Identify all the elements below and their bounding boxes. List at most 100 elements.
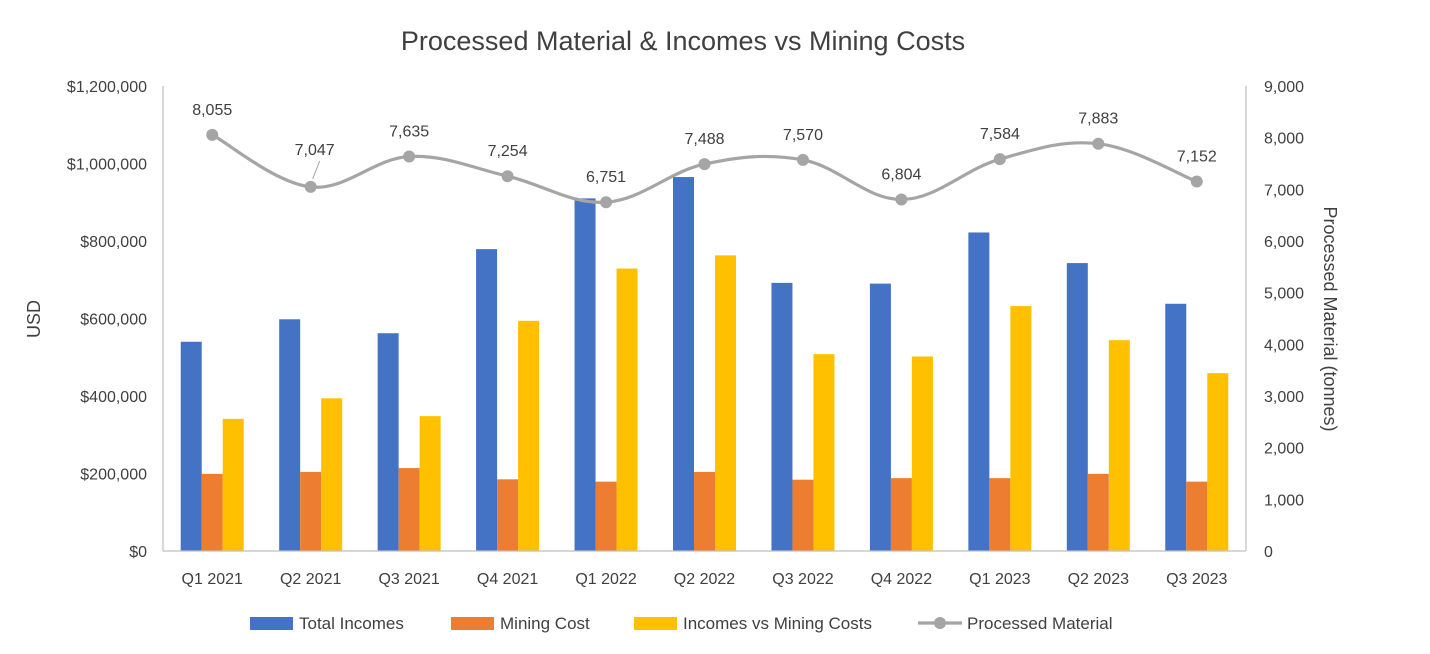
x-category-label: Q4 2022 [871,571,932,588]
bar-incomes-vs-mining-costs [321,398,343,551]
bar-total-incomes [574,198,596,551]
bar-mining-cost [497,479,519,551]
bar-incomes-vs-mining-costs [419,416,441,551]
processed-material-data-label: 6,751 [586,169,626,186]
bar-mining-cost [595,481,617,551]
processed-material-point [1190,175,1203,188]
x-category-label: Q1 2021 [182,571,243,588]
bar-incomes-vs-mining-costs [1108,340,1130,551]
processed-material-data-label: 7,635 [389,124,429,141]
bar-incomes-vs-mining-costs [518,320,540,551]
processed-material-line: 8,055 7,047 7,635 7,254 6,751 7,488 7,570 6,804… [192,102,1217,209]
y-right-tick-label: 4,000 [1264,337,1304,354]
x-category-label: Q3 2023 [1166,571,1227,588]
y-right-axis-title: Processed Material (tonnes) [1320,206,1340,431]
legend-label: Processed Material [967,614,1113,633]
processed-material-data-label: 7,152 [1177,148,1217,165]
bar-total-incomes [869,283,891,551]
bar-mining-cost [201,473,223,551]
processed-material-point [895,193,908,206]
bar-incomes-vs-mining-costs [911,356,933,551]
x-category-label: Q3 2022 [772,571,833,588]
y-left-axis-title: USD [24,300,44,338]
processed-material-data-label: 7,883 [1078,111,1118,128]
processed-material-data-label: 7,488 [684,131,724,148]
y-right-tick-label: 8,000 [1264,131,1304,148]
processed-material-point [1092,137,1105,150]
processed-material-point [993,153,1006,166]
bar-incomes-vs-mining-costs [616,268,638,551]
y-left-tick-label: $400,000 [80,389,147,406]
processed-material-point [206,128,219,141]
bar-incomes-vs-mining-costs [1010,306,1032,551]
legend-swatch [451,617,494,630]
bar-incomes-vs-mining-costs [222,418,244,551]
bar-total-incomes [673,177,694,551]
bar-incomes-vs-mining-costs [813,354,835,551]
bar-total-incomes [279,319,301,551]
y-left-tick-label: $600,000 [80,312,147,329]
x-category-labels: Q1 2021 Q2 2021 Q3 2021 Q4 2021 Q1 2022 Q2 20… [182,571,1228,588]
bar-mining-cost [890,478,912,551]
bar-mining-cost [1186,481,1208,551]
processed-material-point [304,180,317,193]
bar-total-incomes [968,232,990,551]
bar-total-incomes [1066,263,1088,551]
processed-material-point [698,158,711,171]
x-category-label: Q1 2023 [969,571,1030,588]
legend-swatch-marker [934,617,946,629]
processed-material-data-label: 7,584 [980,126,1020,143]
bar-total-incomes [1165,303,1187,551]
y-right-tick-label: 2,000 [1264,441,1304,458]
y-right-tick-label: 9,000 [1264,79,1304,96]
bar-mining-cost [300,471,322,551]
bar-mining-cost [989,478,1011,551]
y-right-tick-labels: 0 1,000 2,000 3,000 4,000 5,000 6,000 7,000 8,00… [1264,79,1304,561]
processed-material-data-label: 6,804 [881,166,921,183]
bar-mining-cost [1087,473,1109,551]
bar-total-incomes [771,282,793,551]
y-right-tick-label: 1,000 [1264,492,1304,509]
chart-title: Processed Material & Incomes vs Mining C… [401,26,965,56]
bar-mining-cost [792,479,814,551]
bar-total-incomes [476,249,498,551]
y-left-tick-labels: $0 $200,000 $400,000 $600,000 $800,000 $1,000… [67,79,147,561]
processed-material-data-label: 7,047 [295,142,335,159]
y-left-tick-label: $1,200,000 [67,79,147,96]
y-left-tick-label: $1,000,000 [67,157,147,174]
y-left-tick-label: $200,000 [80,467,147,484]
legend-label: Incomes vs Mining Costs [683,614,872,633]
bar-incomes-vs-mining-costs [1207,373,1229,551]
legend-label: Mining Cost [500,614,590,633]
processed-material-data-label: 7,570 [783,127,823,144]
y-right-tick-label: 7,000 [1264,182,1304,199]
bars [180,177,1229,551]
y-right-tick-label: 5,000 [1264,286,1304,303]
legend-label: Total Incomes [299,614,404,633]
bar-total-incomes [180,341,202,551]
bar-incomes-vs-mining-costs [715,255,736,551]
processed-material-data-label: 7,254 [488,143,528,160]
x-category-label: Q3 2021 [378,571,439,588]
x-category-label: Q2 2023 [1068,571,1129,588]
y-right-tick-label: 0 [1264,544,1273,561]
legend-swatch [250,617,293,630]
data-label-leader [312,160,321,180]
y-right-tick-label: 6,000 [1264,234,1304,251]
x-category-label: Q2 2021 [280,571,341,588]
legend-swatch [634,617,677,630]
bar-total-incomes [377,333,399,551]
x-category-label: Q1 2022 [575,571,636,588]
legend: Total Incomes Mining Cost Incomes vs Minin… [250,614,1113,633]
x-category-label: Q4 2021 [477,571,538,588]
processed-material-data-label: 8,055 [192,102,232,119]
bar-mining-cost [398,468,420,551]
processed-material-point [403,150,416,163]
processed-material-point [796,153,809,166]
y-left-tick-label: $800,000 [80,234,147,251]
processed-material-point [600,196,613,209]
processed-material-point [501,170,514,183]
bar-mining-cost [694,471,715,551]
x-category-label: Q2 2022 [674,571,735,588]
